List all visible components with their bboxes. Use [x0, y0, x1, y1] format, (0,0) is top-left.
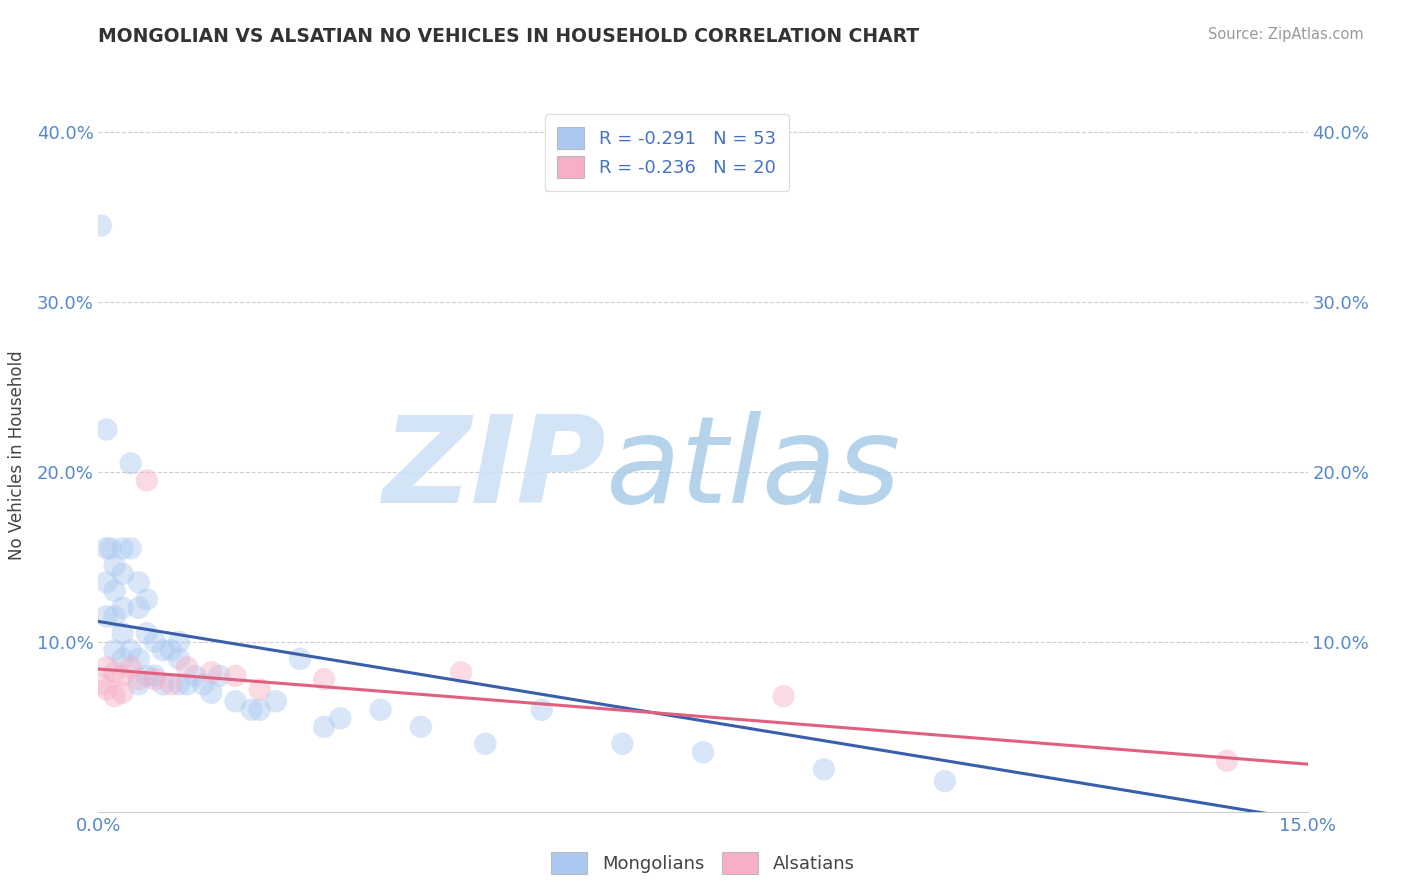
Point	[103, 558, 125, 573]
Text: atlas: atlas	[606, 410, 901, 528]
Point	[200, 665, 222, 680]
Point	[264, 694, 287, 708]
Point	[120, 660, 142, 674]
Point	[530, 703, 553, 717]
Point	[224, 669, 246, 683]
Point	[934, 774, 956, 789]
Point	[96, 541, 118, 556]
Y-axis label: No Vehicles in Household: No Vehicles in Household	[7, 350, 25, 560]
Point	[314, 672, 336, 686]
Point	[135, 626, 157, 640]
Point	[111, 600, 134, 615]
Point	[167, 652, 190, 666]
Point	[692, 745, 714, 759]
Point	[103, 583, 125, 598]
Text: MONGOLIAN VS ALSATIAN NO VEHICLES IN HOUSEHOLD CORRELATION CHART: MONGOLIAN VS ALSATIAN NO VEHICLES IN HOU…	[98, 27, 920, 45]
Point	[409, 720, 432, 734]
Point	[143, 669, 166, 683]
Point	[208, 669, 231, 683]
Text: Source: ZipAtlas.com: Source: ZipAtlas.com	[1208, 27, 1364, 42]
Legend: Mongolians, Alsatians: Mongolians, Alsatians	[551, 852, 855, 874]
Point	[370, 703, 392, 717]
Point	[111, 626, 134, 640]
Point	[90, 219, 112, 233]
Point	[772, 689, 794, 703]
Point	[128, 652, 150, 666]
Point	[176, 677, 198, 691]
Point	[120, 541, 142, 556]
Point	[96, 575, 118, 590]
Point	[200, 686, 222, 700]
Point	[135, 669, 157, 683]
Point	[152, 643, 174, 657]
Point	[128, 575, 150, 590]
Point	[135, 474, 157, 488]
Point	[167, 677, 190, 691]
Point	[167, 635, 190, 649]
Point	[224, 694, 246, 708]
Point	[474, 737, 496, 751]
Point	[128, 677, 150, 691]
Point	[240, 703, 263, 717]
Point	[120, 643, 142, 657]
Point	[103, 643, 125, 657]
Point	[249, 703, 271, 717]
Text: ZIP: ZIP	[382, 410, 606, 528]
Point	[96, 660, 118, 674]
Point	[103, 689, 125, 703]
Point	[111, 669, 134, 683]
Point	[249, 682, 271, 697]
Point	[120, 457, 142, 471]
Legend: R = -0.291   N = 53, R = -0.236   N = 20: R = -0.291 N = 53, R = -0.236 N = 20	[544, 114, 789, 191]
Point	[184, 669, 207, 683]
Point	[103, 665, 125, 680]
Point	[128, 600, 150, 615]
Point	[91, 677, 114, 691]
Point	[128, 672, 150, 686]
Point	[612, 737, 634, 751]
Point	[176, 660, 198, 674]
Point	[111, 566, 134, 581]
Point	[1216, 754, 1239, 768]
Point	[160, 643, 183, 657]
Point	[160, 677, 183, 691]
Point	[96, 682, 118, 697]
Point	[111, 541, 134, 556]
Point	[100, 541, 122, 556]
Point	[193, 677, 215, 691]
Point	[96, 609, 118, 624]
Point	[314, 720, 336, 734]
Point	[450, 665, 472, 680]
Point	[152, 677, 174, 691]
Point	[103, 609, 125, 624]
Point	[143, 672, 166, 686]
Point	[96, 422, 118, 436]
Point	[329, 711, 352, 725]
Point	[813, 762, 835, 776]
Point	[143, 635, 166, 649]
Point	[288, 652, 311, 666]
Point	[111, 652, 134, 666]
Point	[111, 686, 134, 700]
Point	[135, 592, 157, 607]
